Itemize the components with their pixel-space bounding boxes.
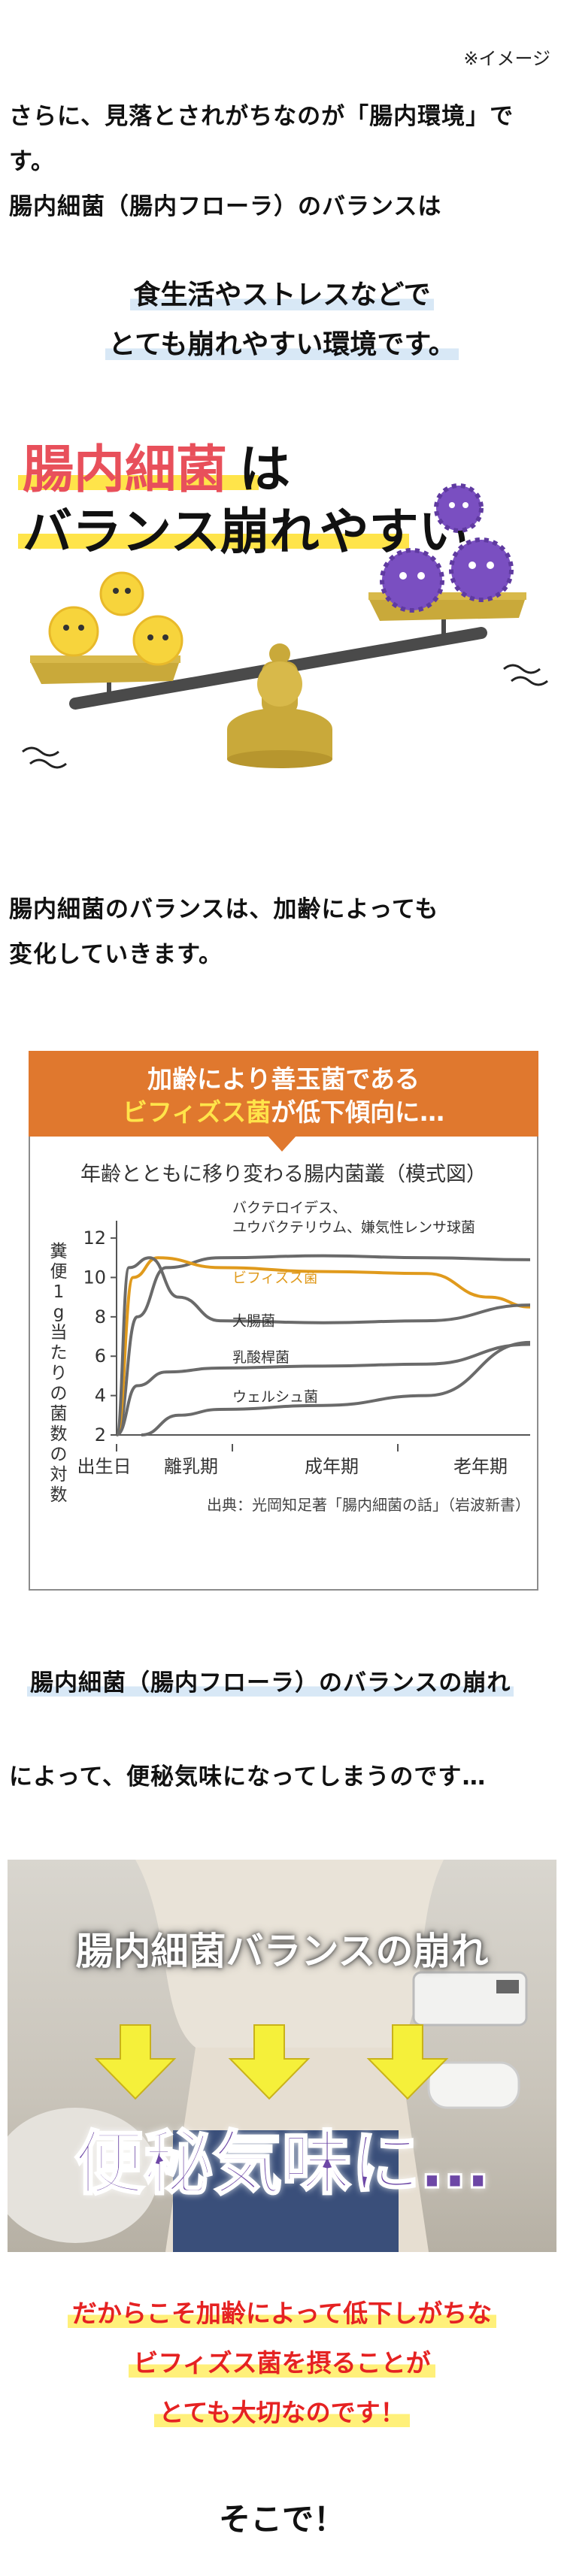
illustration-title-line2: バランス崩れやすい	[23, 503, 468, 561]
y-axis-label-char: 当	[50, 1323, 68, 1342]
swing-marks	[22, 664, 548, 769]
y-axis-label-char: 糞	[50, 1242, 68, 1261]
good-bacteria	[48, 571, 183, 666]
y-tick-label: 4	[95, 1385, 106, 1406]
aging-line-1: 腸内細菌のバランスは、加齢によっても	[9, 896, 439, 923]
series-line	[141, 1340, 531, 1436]
illustration-title-red: 腸内細菌	[23, 440, 227, 500]
y-axis-label-char: 便	[50, 1262, 68, 1282]
imbalance-line-1: 腸内細菌（腸内フローラ）のバランスの崩れ	[27, 1663, 514, 1697]
y-axis-label-char: の	[50, 1445, 68, 1464]
x-tick-label: 成年期	[305, 1456, 359, 1477]
x-tick-label: 出生日	[77, 1456, 132, 1477]
y-axis-label-char: た	[50, 1343, 68, 1363]
down-arrows	[94, 2024, 449, 2100]
series-label: ウェルシュ菌	[232, 1388, 318, 1405]
conclusion-text: だからこそ加齢によって低下しがちな ビフィズス菌を摂ることが とても大切なのです…	[0, 2289, 564, 2438]
left-tray	[30, 655, 180, 699]
y-axis-label-char: 数	[50, 1485, 68, 1505]
banner-line-2: ビフィズス菌が低下傾向に…	[29, 1096, 538, 1129]
series-line	[116, 1342, 531, 1436]
chart-title: 年齢とともに移り変わる腸内菌叢（模式図）	[80, 1163, 487, 1186]
y-axis-label-char: の	[50, 1384, 68, 1403]
imbalance-line-1-text: 腸内細菌（腸内フローラ）のバランスの崩れ	[27, 1669, 514, 1697]
bacteria-balance-illustration: 腸内細菌 は バランス崩れやすい	[0, 421, 564, 827]
aging-line-2: 変化していきます。	[9, 941, 223, 968]
final-heading: そこで！	[218, 2501, 345, 2538]
photo-title: 腸内細菌バランスの崩れ	[75, 1930, 489, 1973]
series-label: バクテロイデス、	[232, 1200, 347, 1216]
series-label: 大腸菌	[232, 1313, 275, 1330]
series-label: ビフィズス菌	[232, 1270, 318, 1286]
constipation-photo: 腸内細菌バランスの崩れ 便秘気味に…	[8, 1860, 556, 2252]
conclusion-line-2: ビフィズス菌を摂ることが	[129, 2348, 435, 2378]
bad-bacteria	[380, 483, 514, 613]
conclusion-line-3: とても大切なのです！	[154, 2398, 410, 2427]
y-axis-label-char: 数	[50, 1424, 68, 1444]
illustration-title-ha: は	[239, 440, 290, 500]
series-line	[115, 1256, 531, 1436]
series-label: ユウバクテリウム、嫌気性レンサ球菌	[232, 1219, 475, 1236]
image-note: ※イメージ	[463, 48, 550, 69]
intro-line-2: す。	[9, 148, 55, 175]
highlight-text: 食生活やストレスなどで とても崩れやすい環境です。	[0, 271, 564, 370]
chart-source: 出典：光岡知足著「腸内細菌の話」（岩波新書）	[207, 1496, 530, 1514]
y-axis-label-char: り	[50, 1364, 68, 1383]
conclusion-line-1: だからこそ加齢によって低下しがちな	[67, 2299, 497, 2328]
series-line	[115, 1254, 531, 1436]
imbalance-line-2: によって、便秘気味になってしまうのです…	[9, 1763, 487, 1790]
scale-stand	[227, 643, 332, 768]
x-tick-label: 離乳期	[164, 1456, 218, 1477]
highlight-line-1: 食生活やストレスなどで	[130, 280, 434, 310]
banner-bifidus: ビフィズス菌	[122, 1097, 271, 1127]
banner-line-1: 加齢により善玉菌である	[147, 1064, 420, 1094]
intro-text: さらに、見落とされがちなのが「腸内環境」で す。 腸内細菌（腸内フローラ）のバラ…	[9, 94, 550, 229]
intestinal-flora-chart: 年齢とともに移り変わる腸内菌叢（模式図） 2 4 6 8 10 12 糞便 1 g 当たりの菌数の…	[29, 1129, 538, 1591]
aging-text: 腸内細菌のバランスは、加齢によっても 変化していきます。	[9, 887, 550, 977]
photo-result: 便秘気味に…	[73, 2123, 490, 2205]
y-axis-label-char: g	[53, 1303, 65, 1322]
aging-banner: 加齢により善玉菌である ビフィズス菌が低下傾向に…	[29, 1051, 538, 1137]
y-tick-label: 2	[95, 1424, 106, 1445]
y-tick-label: 8	[95, 1306, 106, 1327]
y-axis-label-char: 対	[50, 1465, 68, 1485]
y-axis-label-char: 菌	[50, 1404, 68, 1424]
series-label: 乳酸桿菌	[232, 1349, 290, 1366]
banner-rest: が低下傾向に…	[271, 1097, 445, 1127]
series-line	[115, 1256, 531, 1436]
y-tick-label: 6	[95, 1346, 106, 1367]
y-tick-label: 12	[83, 1227, 106, 1249]
y-axis-label-char: 1	[53, 1282, 65, 1302]
highlight-line-2: とても崩れやすい環境です。	[105, 329, 459, 360]
x-tick-label: 老年期	[453, 1456, 508, 1477]
intro-line-1: さらに、見落とされがちなのが「腸内環境」で	[9, 103, 514, 130]
intro-line-3: 腸内細菌（腸内フローラ）のバランスは	[9, 193, 442, 220]
y-tick-label: 10	[83, 1267, 106, 1288]
banner-tail	[267, 1135, 297, 1152]
